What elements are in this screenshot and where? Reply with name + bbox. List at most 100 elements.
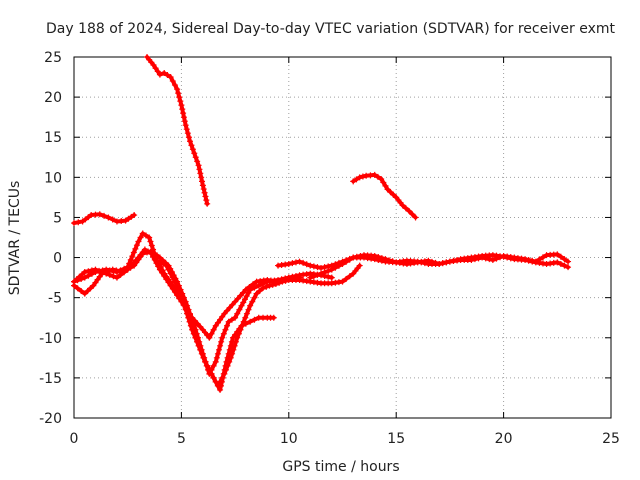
data-point bbox=[106, 267, 113, 274]
plot-frame bbox=[73, 56, 612, 419]
data-point bbox=[144, 249, 151, 256]
data-point bbox=[167, 270, 174, 277]
data-point bbox=[249, 298, 256, 305]
data-point bbox=[181, 118, 188, 125]
data-point bbox=[232, 338, 239, 345]
data-point bbox=[221, 370, 228, 377]
y-tick-label: 15 bbox=[44, 130, 62, 146]
data-point bbox=[215, 346, 222, 353]
data-point bbox=[321, 264, 328, 271]
data-point bbox=[113, 274, 120, 281]
data-point bbox=[386, 257, 393, 264]
data-point bbox=[240, 289, 247, 296]
data-point bbox=[217, 378, 224, 385]
data-point bbox=[256, 287, 263, 294]
data-point bbox=[195, 162, 202, 169]
data-point bbox=[184, 130, 191, 137]
data-point bbox=[182, 306, 189, 313]
data-point bbox=[105, 214, 112, 221]
data-point bbox=[208, 330, 215, 337]
data-point bbox=[387, 189, 394, 196]
y-tick-label: -5 bbox=[48, 291, 62, 307]
data-point bbox=[71, 282, 77, 289]
data-point bbox=[85, 272, 92, 279]
data-point bbox=[212, 322, 219, 329]
data-point bbox=[178, 294, 185, 301]
data-point bbox=[310, 263, 317, 270]
data-point bbox=[229, 350, 236, 357]
data-point bbox=[450, 257, 457, 264]
data-point bbox=[120, 268, 127, 275]
data-point bbox=[92, 268, 99, 275]
data-point bbox=[300, 259, 307, 266]
x-tick-label: 5 bbox=[177, 431, 186, 447]
data-point bbox=[204, 200, 211, 207]
data-point bbox=[197, 323, 204, 330]
data-point bbox=[179, 106, 186, 113]
data-point bbox=[84, 287, 91, 294]
data-point bbox=[335, 262, 342, 269]
data-point bbox=[190, 330, 197, 337]
data-point bbox=[176, 286, 183, 293]
data-point bbox=[314, 271, 321, 278]
data-point bbox=[318, 264, 325, 271]
data-point bbox=[191, 150, 198, 157]
data-point bbox=[130, 249, 137, 256]
grid-lines bbox=[74, 57, 611, 418]
data-point bbox=[279, 278, 286, 285]
data-point bbox=[160, 260, 167, 267]
data-point bbox=[307, 274, 314, 281]
data-point bbox=[157, 264, 164, 271]
data-point bbox=[150, 62, 157, 69]
data-point bbox=[439, 260, 446, 267]
data-point bbox=[196, 166, 203, 173]
data-point bbox=[245, 306, 252, 313]
data-point bbox=[96, 273, 103, 280]
data-point bbox=[243, 293, 250, 300]
data-point bbox=[113, 267, 120, 274]
data-point bbox=[210, 362, 217, 369]
data-point bbox=[346, 256, 353, 263]
data-point bbox=[135, 238, 142, 245]
data-point bbox=[174, 282, 181, 289]
y-tick-label: -20 bbox=[39, 411, 62, 427]
data-point bbox=[239, 322, 246, 329]
data-point bbox=[227, 354, 234, 361]
data-point bbox=[96, 211, 103, 218]
data-point bbox=[210, 374, 217, 381]
data-marks bbox=[71, 54, 572, 393]
data-point bbox=[180, 114, 187, 121]
data-point bbox=[212, 358, 219, 365]
data-point bbox=[219, 334, 226, 341]
data-point bbox=[425, 257, 432, 264]
x-tick-label: 10 bbox=[280, 431, 298, 447]
data-point bbox=[285, 260, 292, 267]
data-point bbox=[98, 270, 105, 277]
data-point bbox=[357, 252, 364, 259]
data-point bbox=[185, 314, 192, 321]
data-point bbox=[132, 245, 139, 252]
data-point bbox=[237, 292, 244, 299]
data-point bbox=[87, 285, 94, 292]
data-point bbox=[137, 253, 144, 260]
data-point bbox=[167, 279, 174, 286]
data-point bbox=[185, 134, 192, 141]
data-point bbox=[557, 253, 564, 260]
data-point bbox=[325, 267, 332, 274]
data-point bbox=[224, 307, 231, 314]
data-point bbox=[204, 362, 211, 369]
data-point bbox=[192, 334, 199, 341]
data-point bbox=[192, 154, 199, 161]
data-point bbox=[504, 254, 511, 261]
data-point bbox=[198, 350, 205, 357]
data-point bbox=[328, 266, 335, 273]
data-point bbox=[75, 219, 82, 226]
data-point bbox=[200, 354, 207, 361]
data-point bbox=[328, 274, 335, 281]
data-point bbox=[169, 78, 176, 85]
data-point bbox=[343, 258, 350, 265]
data-point bbox=[270, 314, 277, 321]
data-point bbox=[406, 208, 413, 215]
series-track-6 bbox=[156, 258, 363, 389]
data-point bbox=[429, 258, 435, 265]
